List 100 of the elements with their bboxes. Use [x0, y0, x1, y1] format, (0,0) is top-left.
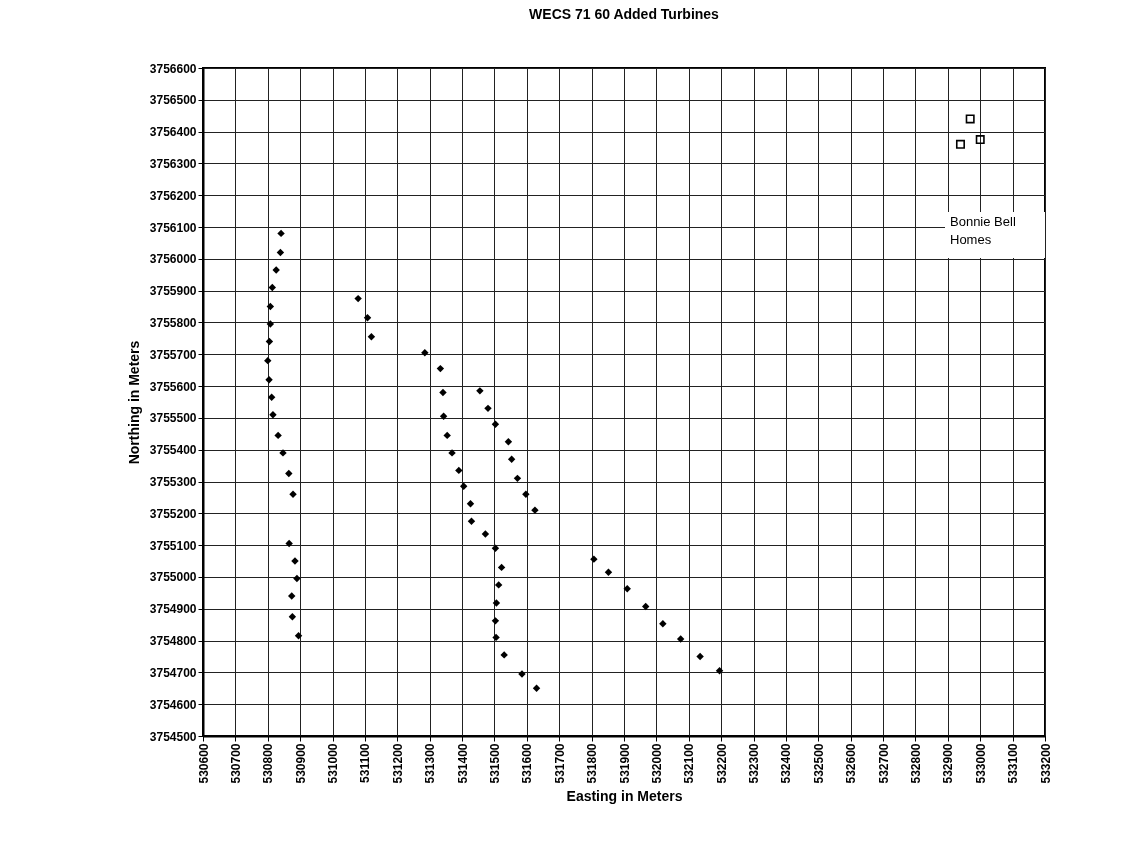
point	[267, 393, 276, 401]
x-tick-label: 530700	[228, 743, 243, 784]
y-tick-label: 3756000	[149, 252, 197, 267]
x-tick-label: 532700	[876, 743, 891, 784]
point	[264, 356, 272, 365]
x-tick-label: 532800	[908, 743, 923, 784]
point	[491, 544, 500, 553]
point	[504, 438, 513, 446]
y-tick-label: 3754800	[149, 634, 197, 649]
y-tick-label: 3755800	[149, 315, 197, 330]
x-tick-label: 532200	[714, 743, 729, 784]
point	[467, 517, 476, 525]
y-tick-label: 3754500	[149, 729, 197, 744]
point	[965, 114, 975, 124]
annotation: Bonnie Bell Homes	[950, 214, 1016, 247]
x-tick-label: 531400	[455, 743, 470, 784]
point	[266, 302, 275, 311]
x-tick-label: 530900	[293, 743, 308, 784]
y-tick-label: 3754600	[149, 697, 197, 712]
y-tick-label: 3756300	[149, 156, 197, 171]
point	[481, 530, 490, 538]
x-tick-label: 532300	[747, 743, 762, 784]
x-tick-label: 531200	[390, 743, 405, 784]
y-tick-label: 3755000	[149, 570, 197, 585]
x-tick-label: 531900	[617, 743, 632, 784]
x-tick-label: 532400	[779, 743, 794, 784]
point	[293, 574, 301, 583]
y-tick-label: 3755600	[149, 379, 197, 394]
x-tick-label: 531000	[326, 743, 341, 784]
point	[491, 420, 500, 428]
x-tick-label: 531300	[423, 743, 438, 784]
point	[265, 376, 273, 384]
point	[439, 412, 448, 421]
point	[484, 404, 492, 413]
y-tick-label: 3755700	[149, 347, 197, 362]
y-tick-label: 3756200	[149, 188, 197, 203]
point	[522, 490, 530, 498]
point	[492, 599, 501, 607]
point	[497, 563, 506, 572]
point	[494, 581, 503, 589]
point	[274, 431, 282, 440]
y-tick-label: 3756600	[149, 61, 197, 76]
point	[641, 602, 650, 611]
y-tick-label: 3755500	[149, 411, 197, 426]
x-tick-label: 530800	[261, 743, 276, 784]
point	[285, 469, 293, 478]
y-tick-label: 3755300	[149, 475, 197, 490]
x-tick-label: 533000	[973, 743, 988, 784]
x-tick-label: 531500	[487, 743, 502, 784]
point	[532, 684, 541, 692]
point	[604, 568, 613, 576]
point	[513, 474, 522, 483]
point	[676, 635, 685, 643]
point	[265, 337, 274, 346]
x-tick-label: 530600	[196, 743, 211, 784]
y-tick-label: 3756100	[149, 220, 197, 235]
y-tick-label: 3754700	[149, 665, 197, 680]
point	[507, 455, 516, 463]
x-tick-label: 531600	[520, 743, 535, 784]
x-tick-label: 532600	[844, 743, 859, 784]
x-tick-label: 532500	[811, 743, 826, 784]
y-tick-label: 3755200	[149, 506, 197, 521]
point	[363, 314, 372, 322]
chart-title: WECS 71 60 Added Turbines	[529, 6, 720, 22]
point	[466, 500, 475, 508]
point	[277, 229, 285, 238]
y-tick-label: 3756500	[149, 93, 197, 108]
x-tick-label: 532000	[649, 743, 664, 784]
x-tick-label: 531800	[585, 743, 600, 784]
x-tick-label: 531100	[358, 743, 373, 783]
point	[288, 613, 297, 621]
point	[443, 431, 451, 440]
point	[715, 667, 724, 675]
point	[421, 348, 429, 357]
x-tick-label: 532100	[682, 743, 697, 784]
point	[436, 364, 445, 373]
point	[696, 652, 704, 661]
point	[276, 248, 285, 257]
point	[955, 139, 965, 149]
point	[268, 283, 277, 292]
point	[491, 617, 500, 625]
point	[455, 466, 463, 475]
y-axis-title: Northing in Meters	[125, 340, 142, 465]
x-axis-title: Easting in Meters	[566, 787, 683, 804]
point	[288, 592, 296, 600]
point	[354, 294, 362, 303]
point	[294, 632, 303, 640]
point	[975, 135, 985, 145]
point	[623, 585, 631, 593]
point	[269, 411, 277, 419]
point	[285, 539, 293, 548]
point	[266, 320, 275, 328]
y-tick-label: 3755900	[149, 284, 197, 299]
x-tick-label: 531700	[552, 743, 567, 784]
y-tick-label: 3754900	[149, 602, 197, 617]
point	[659, 620, 667, 628]
y-tick-label: 3755100	[149, 538, 197, 553]
point	[439, 388, 447, 397]
x-tick-label: 532900	[941, 743, 956, 784]
y-tick-label: 3756400	[149, 125, 197, 140]
